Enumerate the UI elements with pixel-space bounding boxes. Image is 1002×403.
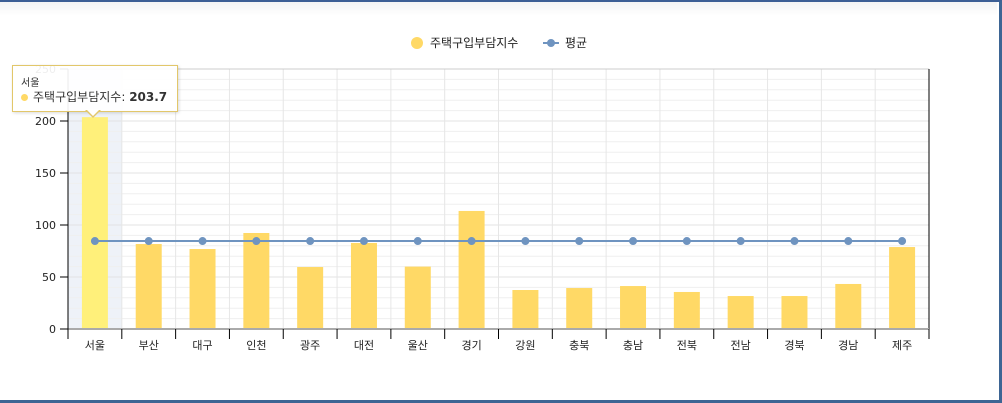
bar-전북[interactable] (673, 291, 700, 329)
tooltip-category: 서울 (21, 78, 40, 89)
bar-충남[interactable] (620, 286, 647, 329)
bar-대전[interactable] (350, 242, 377, 329)
tooltip-row: 주택구입부담지수: 203.7 (21, 88, 167, 105)
average-point[interactable] (306, 237, 315, 246)
average-point[interactable] (790, 237, 799, 246)
average-point[interactable] (736, 237, 745, 246)
average-point[interactable] (575, 237, 584, 246)
x-tick-label: 광주 (300, 339, 320, 352)
x-tick-label: 대구 (192, 339, 212, 352)
tooltip-series-marker-icon (21, 94, 28, 101)
average-point[interactable] (467, 237, 476, 246)
tooltip-pointer (85, 109, 101, 118)
y-tick-label: 100 (35, 219, 56, 232)
bar-충북[interactable] (566, 288, 593, 329)
bar-부산[interactable] (135, 244, 162, 329)
bar-경남[interactable] (835, 283, 862, 329)
average-point[interactable] (90, 237, 99, 246)
average-point[interactable] (198, 237, 207, 246)
legend-line-marker-icon (547, 39, 555, 47)
average-point[interactable] (844, 237, 853, 246)
average-point[interactable] (252, 237, 261, 246)
x-tick-label: 강원 (515, 339, 535, 352)
legend-label-housing-index[interactable]: 주택구입부담지수 (430, 36, 518, 50)
bar-경북[interactable] (781, 296, 808, 329)
y-tick-label: 200 (35, 115, 56, 128)
x-tick-label: 전남 (731, 339, 751, 352)
bar-인천[interactable] (243, 233, 270, 329)
y-tick-label: 150 (35, 167, 56, 180)
top-shade (0, 2, 997, 16)
bar-서울[interactable] (81, 117, 108, 329)
y-tick-label: 50 (42, 271, 56, 284)
x-tick-label: 경기 (461, 339, 481, 352)
average-point[interactable] (629, 237, 638, 246)
x-tick-label: 전북 (677, 339, 697, 352)
average-point[interactable] (413, 237, 422, 246)
average-point[interactable] (144, 237, 153, 246)
tooltip-series-label: 주택구입부담지수: (33, 90, 130, 104)
bar-강원[interactable] (512, 290, 539, 329)
average-point[interactable] (682, 237, 691, 246)
x-tick-label: 부산 (139, 339, 159, 352)
y-tick-label: 0 (49, 323, 56, 336)
bar-광주[interactable] (297, 267, 324, 329)
x-tick-label: 경북 (784, 339, 804, 352)
bar-전남[interactable] (727, 296, 754, 329)
average-point[interactable] (359, 237, 368, 246)
x-tick-label: 울산 (408, 339, 428, 352)
tooltip-value: 203.7 (129, 90, 168, 104)
x-tick-label: 충북 (569, 339, 589, 352)
x-tick-label: 서울 (85, 339, 105, 352)
bar-대구[interactable] (189, 249, 216, 329)
average-point[interactable] (521, 237, 530, 246)
chart-tooltip: 서울 주택구입부담지수: 203.7 (12, 65, 178, 112)
legend-bar-marker-icon (411, 37, 423, 49)
x-tick-label: 대전 (354, 339, 374, 352)
bar-경기[interactable] (458, 210, 485, 329)
bar-울산[interactable] (404, 266, 431, 329)
bar-제주[interactable] (889, 247, 916, 329)
legend-label-average[interactable]: 평균 (565, 36, 587, 50)
x-tick-label: 충남 (623, 339, 643, 352)
x-tick-label: 인천 (246, 338, 266, 352)
x-tick-label: 제주 (892, 339, 912, 352)
average-point[interactable] (898, 237, 907, 246)
x-tick-label: 경남 (838, 339, 858, 352)
